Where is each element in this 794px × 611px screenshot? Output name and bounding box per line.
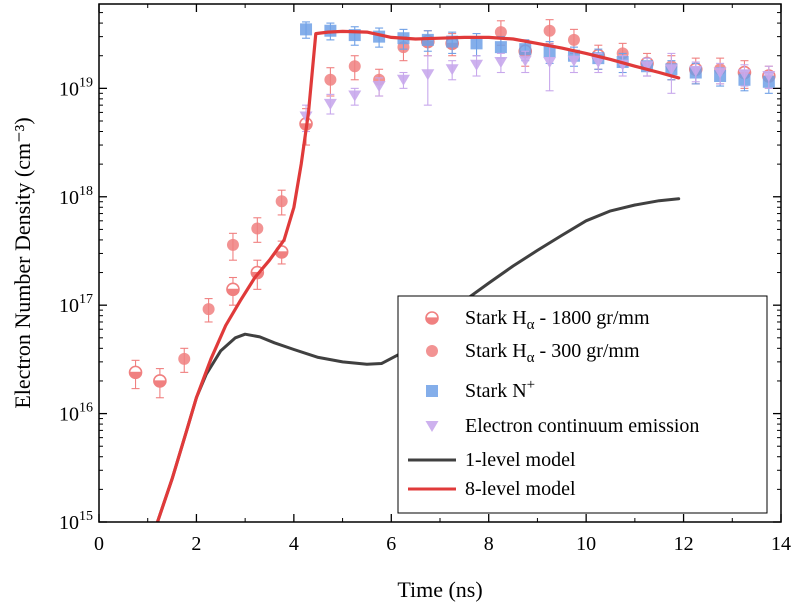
- x-tick-label: 10: [576, 533, 596, 555]
- tick-labels: 0 2 4 6 8 10 12 14 1015 1016 1017 1018 1019: [59, 75, 791, 555]
- x-tick-label: 4: [289, 533, 299, 555]
- x-tick-label: 8: [484, 533, 494, 555]
- legend-label: 1-level model: [465, 449, 576, 471]
- data-point: [300, 23, 313, 36]
- data-point: [494, 57, 508, 69]
- data-point: [494, 26, 507, 39]
- data-point: [445, 64, 459, 76]
- data-point: [324, 73, 337, 86]
- data-point: [421, 69, 435, 81]
- legend-label: 8-level model: [465, 478, 576, 500]
- data-point: [348, 90, 362, 102]
- data-point: [543, 57, 557, 69]
- x-tick-label: 12: [674, 533, 694, 555]
- legend-label: Stark N+: [465, 377, 535, 402]
- legend-label: Electron continuum emission: [465, 415, 699, 437]
- plot-frame: [98, 3, 782, 523]
- data-point: [519, 43, 532, 56]
- data-point: [396, 74, 410, 86]
- data-point: [567, 55, 581, 67]
- data-point: [153, 374, 167, 388]
- legend-marker: [425, 421, 439, 432]
- data-point: [494, 41, 507, 54]
- data-point: [543, 24, 556, 37]
- data-point: [664, 64, 678, 76]
- data-point: [689, 65, 703, 77]
- legend-label: Stark Hα - 300 gr/mm: [465, 340, 640, 366]
- plot-area: [128, 19, 776, 522]
- x-tick-label: 2: [191, 533, 201, 555]
- data-point: [567, 33, 580, 46]
- legend-marker: [426, 345, 438, 357]
- legend-entry: Stark Hα - 1800 gr/mm: [425, 307, 650, 333]
- y-tick-label: 1015: [59, 509, 93, 534]
- y-tick-label: 1018: [59, 184, 93, 209]
- data-point: [202, 303, 215, 316]
- data-point: [251, 222, 264, 235]
- data-point: [323, 98, 337, 110]
- data-point: [226, 282, 240, 297]
- data-point: [762, 71, 776, 83]
- data-point: [226, 238, 239, 251]
- y-axis-title: Electron Number Density (cm⁻³): [10, 117, 35, 408]
- y-tick-label: 1017: [59, 292, 93, 317]
- series-line-8-level-model: [155, 29, 681, 522]
- series-circle: [178, 19, 727, 373]
- data-point: [178, 352, 191, 365]
- series-triangle-down: [299, 43, 776, 133]
- x-tick-label: 14: [771, 533, 791, 555]
- legend-entry: Stark Hα - 300 gr/mm: [426, 340, 640, 366]
- series-line-1-level-model: [156, 197, 681, 522]
- data-point: [737, 69, 751, 81]
- legend-entry: 1-level model: [408, 449, 576, 471]
- data-point: [348, 60, 361, 73]
- data-point: [640, 61, 654, 73]
- data-point: [470, 59, 484, 71]
- data-point: [470, 37, 483, 50]
- error-bar: [423, 55, 432, 106]
- legend-entry: 8-level model: [408, 478, 576, 500]
- x-tick-label: 0: [94, 533, 104, 555]
- legend: Stark Hα - 1800 gr/mm Stark Hα - 300 gr/m…: [397, 295, 768, 514]
- data-point: [713, 67, 727, 79]
- data-point: [128, 365, 143, 380]
- x-tick-label: 6: [386, 533, 396, 555]
- legend-entry: Electron continuum emission: [425, 415, 699, 437]
- data-point: [591, 57, 605, 69]
- y-tick-label: 1016: [59, 401, 93, 426]
- legend-entry: Stark N+: [426, 377, 535, 402]
- x-axis-title: Time (ns): [397, 577, 482, 602]
- legend-marker: [425, 311, 439, 325]
- y-tick-label: 1019: [59, 75, 93, 100]
- legend-label: Stark Hα - 1800 gr/mm: [465, 307, 650, 333]
- legend-marker: [426, 385, 438, 397]
- data-point: [372, 81, 386, 93]
- legend-box: [397, 295, 768, 514]
- data-point: [275, 195, 288, 208]
- data-point: [518, 55, 532, 67]
